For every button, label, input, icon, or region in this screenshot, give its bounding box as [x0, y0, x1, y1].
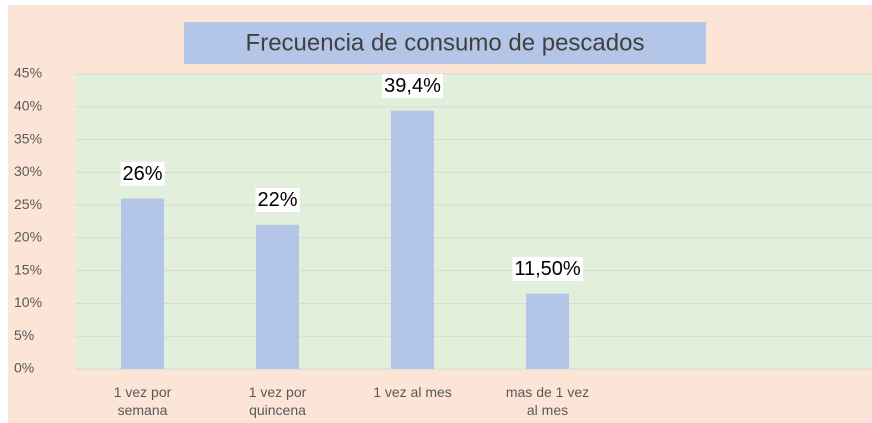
y-tick-label: 45%: [14, 65, 42, 81]
y-tick-label: 25%: [14, 196, 42, 212]
bar: [121, 198, 164, 369]
data-label: 11,50%: [514, 258, 581, 280]
x-tick-label: 1 vez por quincena: [248, 384, 307, 418]
data-label-background: [382, 73, 444, 98]
data-label-background: [120, 161, 165, 186]
bar: [526, 293, 569, 369]
data-label-background: [512, 256, 583, 281]
y-tick-label: 15%: [14, 261, 42, 277]
y-tick-label: 0%: [14, 360, 34, 376]
data-label-background: [255, 188, 300, 213]
plot-area: [75, 74, 872, 369]
y-tick-label: 40%: [14, 97, 42, 113]
data-label: 22%: [257, 189, 297, 211]
y-tick-label: 35%: [14, 130, 42, 146]
bar: [391, 110, 434, 369]
title-box: [184, 22, 706, 64]
y-tick-label: 30%: [14, 163, 42, 179]
y-tick-label: 20%: [14, 229, 42, 245]
data-label: 26%: [122, 163, 162, 185]
x-tick-label: 1 vez por semana: [113, 384, 172, 418]
bar: [256, 224, 299, 369]
y-tick-label: 5%: [14, 327, 34, 343]
y-tick-label: 10%: [14, 294, 42, 310]
chart-title: Frecuencia de consumo de pescados: [246, 29, 645, 56]
x-tick-label: mas de 1 vez al mes: [505, 384, 590, 418]
x-tick-label: 1 vez al mes: [373, 384, 452, 400]
data-label: 39,4%: [384, 75, 441, 97]
